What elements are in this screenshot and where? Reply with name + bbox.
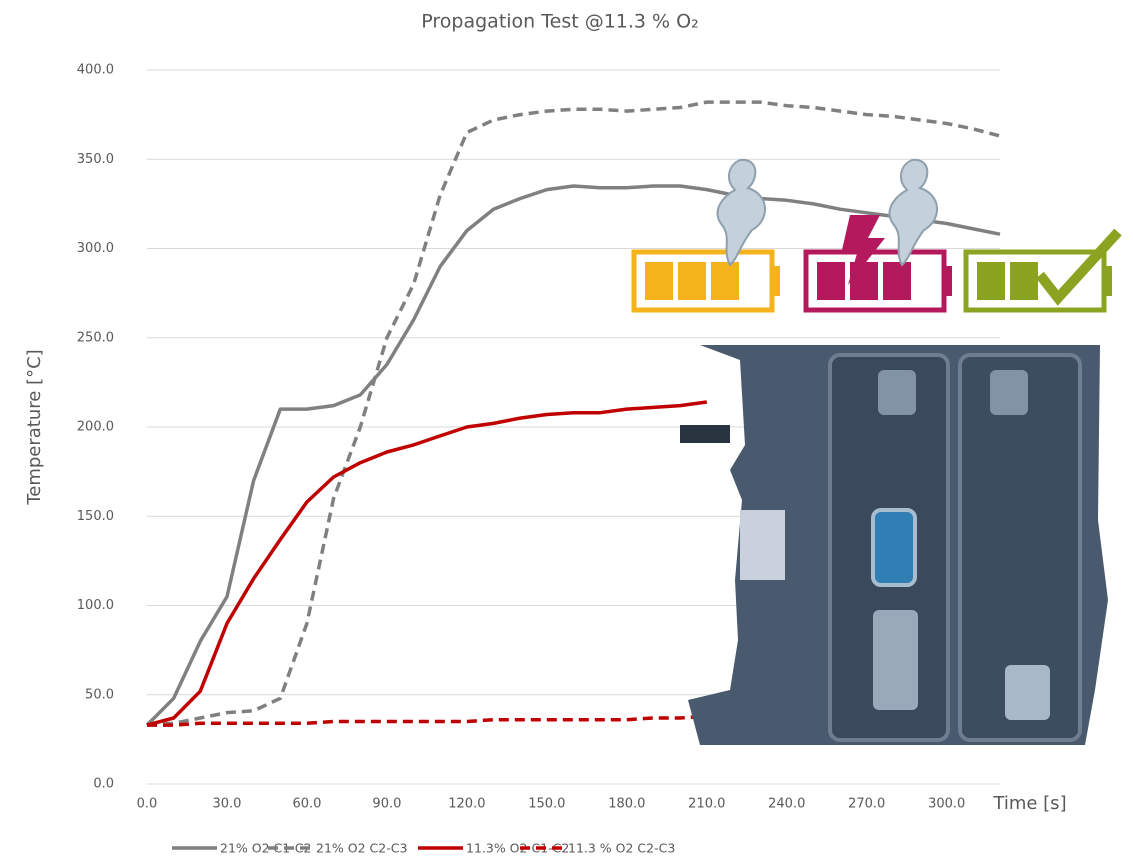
x-axis-label: Time [s] <box>992 793 1066 814</box>
battery-icon <box>944 266 952 296</box>
smoke-icon <box>718 160 765 265</box>
battery-icon <box>772 266 780 296</box>
battery-icon <box>817 262 845 300</box>
chart-title: Propagation Test @11.3 % O₂ <box>421 11 698 33</box>
y-tick-label: 300.0 <box>77 241 114 256</box>
y-tick-label: 150.0 <box>77 509 114 524</box>
photo-terminal <box>878 370 916 415</box>
photo-terminal <box>990 370 1028 415</box>
battery-icon <box>883 262 911 300</box>
y-tick-label: 400.0 <box>77 63 114 78</box>
x-tick-label: 0.0 <box>137 797 158 812</box>
legend-label: 21% O2 C2-C3 <box>316 841 407 856</box>
y-tick-label: 50.0 <box>85 687 114 702</box>
y-tick-label: 0.0 <box>93 777 114 792</box>
y-tick-label: 250.0 <box>77 330 114 345</box>
x-tick-label: 30.0 <box>212 797 241 812</box>
series-line <box>147 402 707 725</box>
x-tick-label: 300.0 <box>928 797 965 812</box>
photo-terminal <box>680 425 730 443</box>
series-line <box>147 716 707 725</box>
photo-vent <box>873 510 915 585</box>
battery-icon <box>678 262 706 300</box>
x-tick-label: 240.0 <box>768 797 805 812</box>
y-tick-label: 200.0 <box>77 420 114 435</box>
x-tick-label: 150.0 <box>528 797 565 812</box>
x-tick-label: 210.0 <box>688 797 725 812</box>
x-tick-label: 90.0 <box>372 797 401 812</box>
battery-icon <box>711 262 739 300</box>
x-tick-label: 60.0 <box>292 797 321 812</box>
x-tick-label: 120.0 <box>448 797 485 812</box>
y-tick-label: 100.0 <box>77 598 114 613</box>
battery-icon <box>1104 266 1112 296</box>
battery-icon <box>1010 262 1038 300</box>
photo-terminal <box>873 610 918 710</box>
legend-label: 21% O2 C1-C2 <box>220 841 311 856</box>
photo-terminal <box>1005 665 1050 720</box>
battery-icon <box>645 262 673 300</box>
chart: Propagation Test @11.3 % O₂ Time [s] Tem… <box>0 0 1133 868</box>
photo-overlay <box>634 160 1118 745</box>
photo-debris <box>740 510 785 580</box>
y-axis-label: Temperature [°C] <box>24 349 45 505</box>
x-tick-label: 180.0 <box>608 797 645 812</box>
x-tick-label: 270.0 <box>848 797 885 812</box>
smoke-icon <box>890 160 937 265</box>
y-tick-label: 350.0 <box>77 152 114 167</box>
battery-icon <box>977 262 1005 300</box>
legend-label: 11.3 % O2 C2-C3 <box>568 841 675 856</box>
